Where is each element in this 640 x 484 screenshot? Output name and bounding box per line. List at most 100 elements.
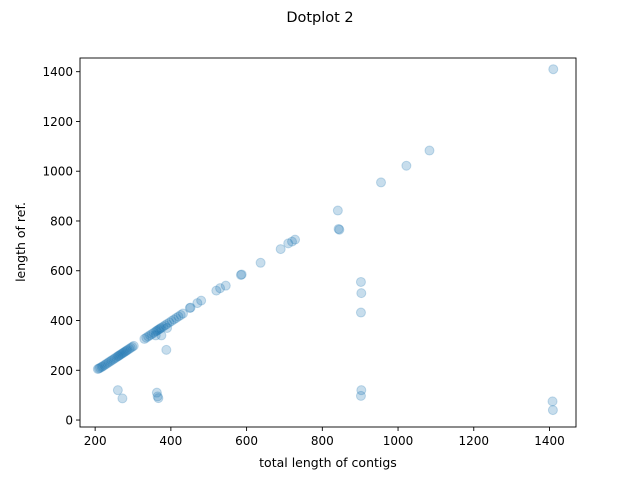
data-point <box>114 350 125 361</box>
y-tick-label: 200 <box>50 364 73 378</box>
data-point <box>145 330 156 341</box>
data-point <box>139 333 150 344</box>
x-tick-label: 1200 <box>458 434 489 448</box>
data-point <box>333 223 344 234</box>
y-axis-ticks: 0 200 400 600 800 1000 1200 1400 <box>42 65 80 428</box>
data-point <box>109 353 120 364</box>
data-point <box>275 244 286 255</box>
data-point <box>150 330 161 341</box>
data-point <box>185 302 196 313</box>
data-point <box>111 352 122 363</box>
data-point <box>168 314 179 325</box>
x-tick-label: 400 <box>159 434 182 448</box>
data-point <box>151 325 162 336</box>
data-point <box>152 391 163 402</box>
y-tick-label: 800 <box>50 214 73 228</box>
data-point <box>424 145 435 156</box>
data-point <box>150 326 161 337</box>
data-point <box>290 234 301 245</box>
data-point <box>154 324 165 335</box>
data-point <box>287 236 298 247</box>
data-point <box>235 269 246 280</box>
data-point <box>356 288 367 299</box>
y-tick-label: 600 <box>50 264 73 278</box>
x-tick-label: 800 <box>311 434 334 448</box>
data-point <box>184 303 195 314</box>
data-point <box>113 350 124 361</box>
data-point <box>115 349 126 360</box>
x-axis-label: total length of contigs <box>259 455 397 470</box>
x-tick-label: 200 <box>84 434 107 448</box>
data-point <box>148 327 159 338</box>
data-point <box>106 355 117 366</box>
data-point <box>112 351 123 362</box>
data-point <box>332 205 343 216</box>
data-point <box>99 360 110 371</box>
x-tick-label: 600 <box>235 434 258 448</box>
data-point <box>93 363 104 374</box>
data-point <box>100 359 111 370</box>
data-point <box>121 345 132 356</box>
data-point <box>376 177 387 188</box>
data-point <box>166 316 177 326</box>
data-point <box>117 348 128 359</box>
data-point <box>211 285 222 296</box>
data-point <box>548 64 559 75</box>
data-point <box>401 160 412 171</box>
data-point <box>155 323 166 334</box>
data-point <box>177 308 188 319</box>
data-point <box>162 322 173 333</box>
data-point <box>143 331 154 342</box>
data-point <box>547 405 558 416</box>
data-point <box>119 347 130 358</box>
data-point <box>122 344 133 355</box>
data-point <box>356 385 367 396</box>
x-axis-ticks: 200 400 600 800 1000 1200 1400 <box>84 427 565 448</box>
data-point <box>162 318 173 329</box>
data-point <box>125 342 136 353</box>
y-tick-label: 1200 <box>42 115 73 129</box>
data-point <box>97 361 108 372</box>
data-point <box>161 344 172 355</box>
data-point <box>120 346 131 357</box>
data-point <box>112 385 123 396</box>
data-point <box>153 324 163 335</box>
y-tick-label: 400 <box>50 314 73 328</box>
data-point <box>355 390 366 401</box>
data-point <box>105 356 116 367</box>
data-point <box>124 343 135 354</box>
data-point <box>127 341 138 352</box>
data-point <box>192 298 203 309</box>
data-point <box>102 358 113 369</box>
data-point <box>151 387 162 398</box>
data-point <box>146 328 157 339</box>
data-point <box>171 313 182 324</box>
data-point <box>158 321 169 332</box>
data-point <box>220 280 231 291</box>
data-point <box>173 311 184 322</box>
data-point <box>156 330 167 341</box>
data-point <box>547 396 558 407</box>
data-point <box>117 393 128 404</box>
data-point <box>118 347 129 358</box>
data-point <box>96 362 107 373</box>
data-point <box>215 283 226 294</box>
data-point <box>196 295 207 306</box>
data-point <box>355 307 366 318</box>
data-point <box>153 393 164 404</box>
data-point <box>283 238 294 249</box>
data-point <box>103 357 114 368</box>
data-point <box>164 317 175 328</box>
x-tick-label: 1400 <box>534 434 565 448</box>
data-point <box>160 320 171 331</box>
y-tick-label: 1000 <box>42 165 73 179</box>
y-axis-label: length of ref. <box>13 202 28 282</box>
data-point <box>355 276 366 287</box>
data-point <box>95 362 106 373</box>
data-point <box>236 269 247 280</box>
plot-area-frame <box>79 57 577 428</box>
points-layer <box>92 64 559 416</box>
data-point <box>334 224 345 235</box>
